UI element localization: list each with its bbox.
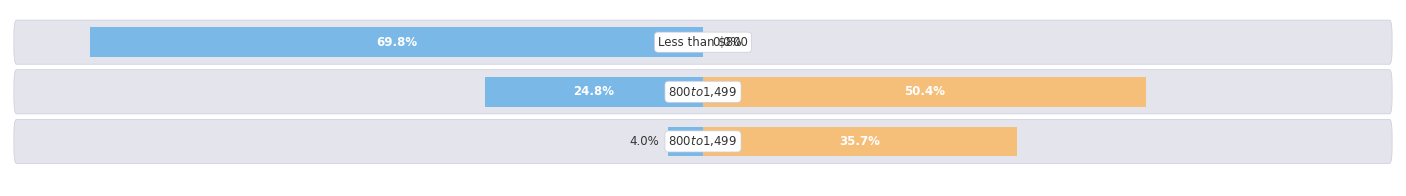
Bar bbox=[485, 77, 703, 107]
Text: 4.0%: 4.0% bbox=[630, 135, 659, 148]
Text: $800 to $1,499: $800 to $1,499 bbox=[668, 134, 738, 148]
Text: Less than $800: Less than $800 bbox=[658, 36, 748, 49]
Bar bbox=[668, 127, 703, 156]
Text: $800 to $1,499: $800 to $1,499 bbox=[668, 85, 738, 99]
Text: 69.8%: 69.8% bbox=[375, 36, 416, 49]
Text: 0.0%: 0.0% bbox=[711, 36, 741, 49]
FancyBboxPatch shape bbox=[14, 70, 1392, 114]
Bar bbox=[703, 127, 1017, 156]
Bar bbox=[90, 27, 703, 57]
Text: 50.4%: 50.4% bbox=[904, 85, 945, 98]
Text: 24.8%: 24.8% bbox=[574, 85, 614, 98]
FancyBboxPatch shape bbox=[14, 20, 1392, 64]
FancyBboxPatch shape bbox=[14, 119, 1392, 163]
Text: 35.7%: 35.7% bbox=[839, 135, 880, 148]
Bar bbox=[703, 77, 1146, 107]
